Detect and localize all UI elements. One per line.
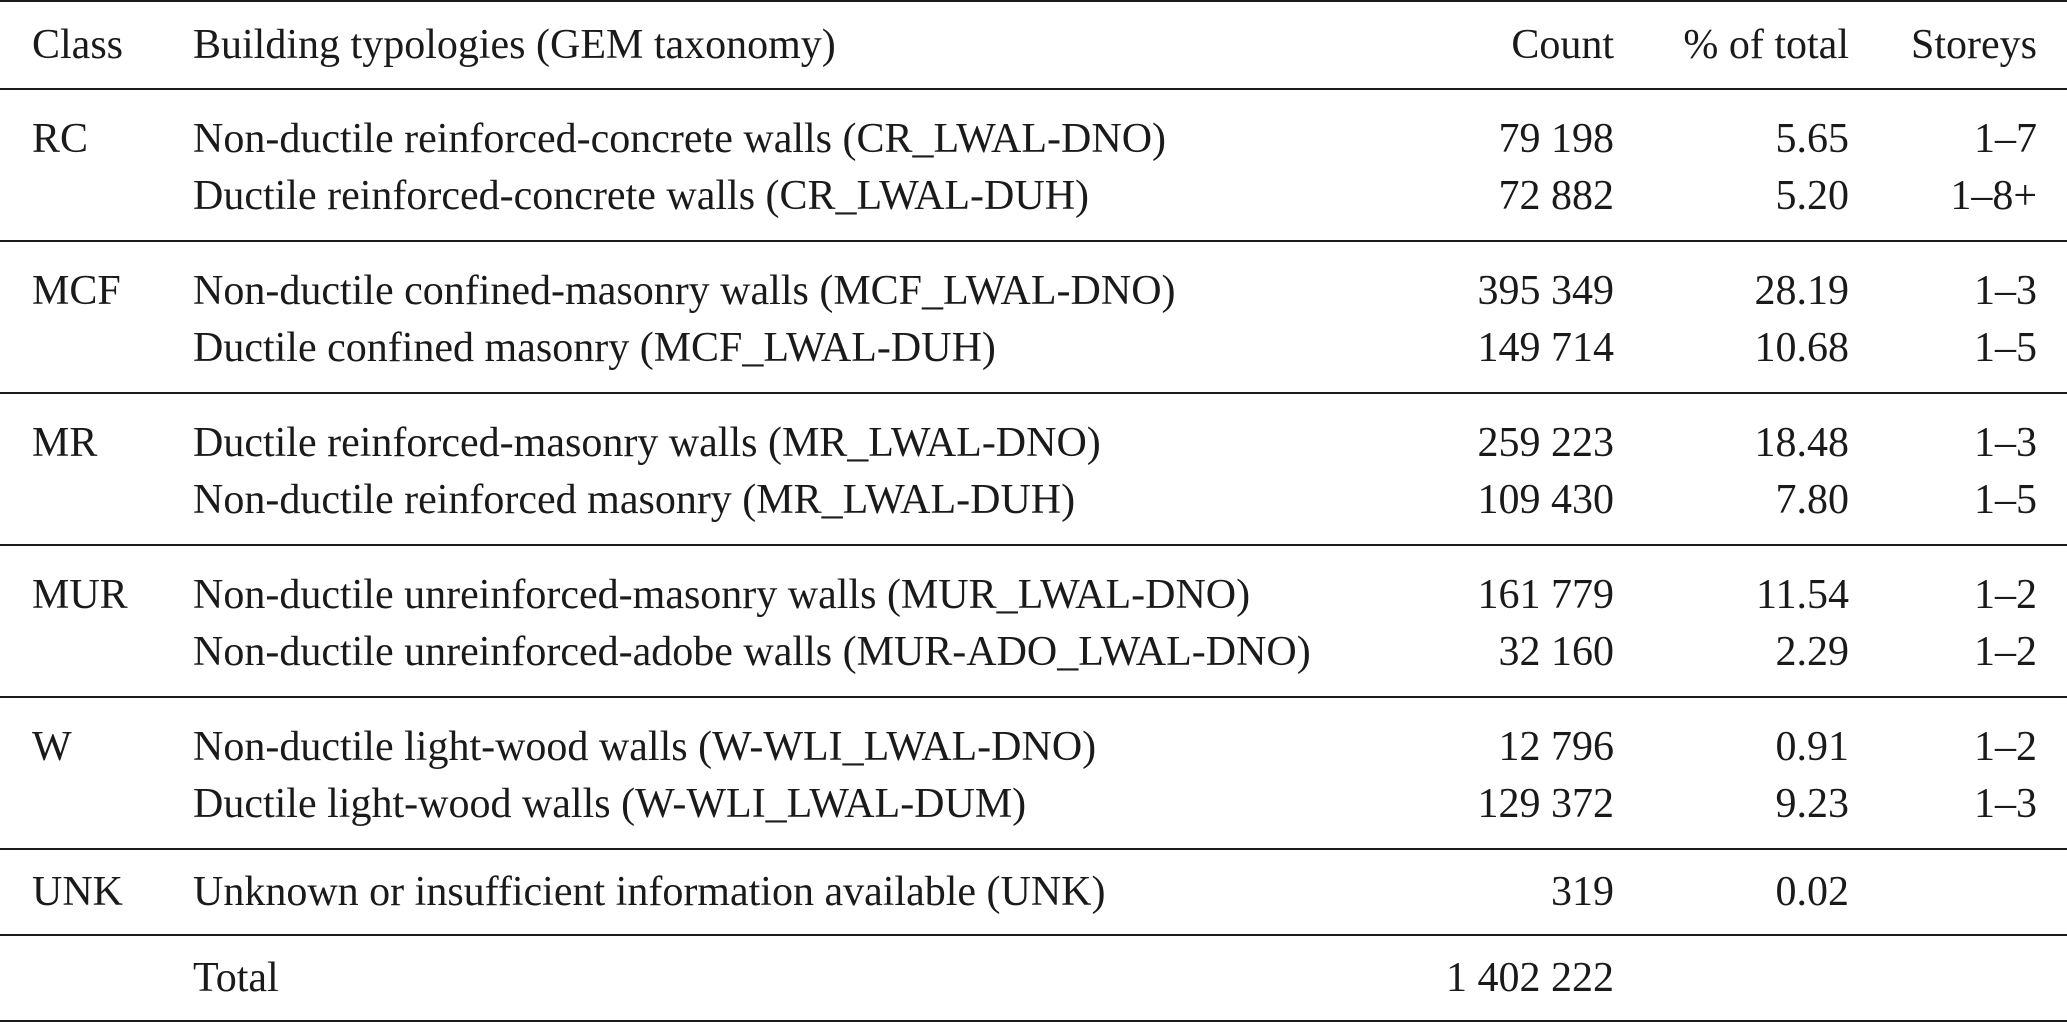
percent-cell: 18.48 (1754, 420, 1850, 466)
class-cell-empty (0, 320, 193, 394)
typology-cell: Non-ductile unreinforced-adobe walls (MU… (193, 624, 1311, 698)
count-cell: 161 779 (1477, 572, 1615, 618)
count-cell: 12 796 (1498, 724, 1615, 770)
header-class: Class (0, 0, 193, 90)
class-cell: RC (32, 116, 89, 162)
storeys-cell: 1–3 (1974, 268, 2037, 314)
count-cell: 72 882 (1230, 168, 1614, 242)
storeys-cell: 1–2 (1849, 624, 2067, 698)
count-cell: 319 (1230, 849, 1614, 936)
header-percent: % of total (1614, 0, 1849, 90)
percent-cell: 28.19 (1754, 268, 1850, 314)
class-cell: MUR (32, 572, 128, 618)
header-count: Count (1230, 0, 1614, 90)
header-typology: Building typologies (GEM taxonomy) (193, 0, 1230, 90)
count-cell: 149 714 (1230, 320, 1614, 394)
count-cell: 109 430 (1230, 472, 1614, 546)
count-cell: 32 160 (1230, 624, 1614, 698)
table-row: UNK Unknown or insufficient information … (0, 849, 2067, 936)
total-row: Total 1 402 222 (0, 935, 2067, 1022)
header-storeys: Storeys (1849, 0, 2067, 90)
storeys-cell: 1–3 (1974, 420, 2037, 466)
table-row: MR Ductile reinforced-masonry walls (MR_… (0, 393, 2067, 472)
percent-cell: 11.54 (1756, 572, 1849, 618)
table-row: Non-ductile reinforced masonry (MR_LWAL-… (0, 472, 2067, 546)
storeys-cell: 1–3 (1849, 776, 2067, 850)
table-row: RC Non-ductile reinforced-concrete walls… (0, 89, 2067, 168)
table-row: W Non-ductile light-wood walls (W-WLI_LW… (0, 697, 2067, 776)
total-storeys-empty (1849, 935, 2067, 1022)
table-row: MUR Non-ductile unreinforced-masonry wal… (0, 545, 2067, 624)
class-cell: MCF (32, 268, 121, 314)
typology-cell: Non-ductile confined-masonry walls (MCF_… (193, 268, 1176, 314)
percent-cell: 10.68 (1614, 320, 1849, 394)
storeys-cell: 1–2 (1974, 724, 2037, 770)
class-cell-empty (0, 624, 193, 698)
class-cell: W (32, 724, 72, 770)
total-percent-empty (1614, 935, 1849, 1022)
percent-cell: 7.80 (1614, 472, 1849, 546)
typology-cell: Non-ductile unreinforced-masonry walls (… (193, 572, 1251, 618)
typology-cell: Ductile confined masonry (MCF_LWAL-DUH) (193, 320, 1230, 394)
total-count: 1 402 222 (1230, 935, 1614, 1022)
table-row: Ductile confined masonry (MCF_LWAL-DUH) … (0, 320, 2067, 394)
table-row: MCF Non-ductile confined-masonry walls (… (0, 241, 2067, 320)
total-label: Total (193, 935, 1230, 1022)
typology-cell: Non-ductile light-wood walls (W-WLI_LWAL… (193, 724, 1097, 770)
table-row: Non-ductile unreinforced-adobe walls (MU… (0, 624, 2067, 698)
class-cell-empty (0, 935, 193, 1022)
class-cell-empty (0, 168, 193, 242)
storeys-cell: 1–5 (1849, 472, 2067, 546)
table-row: Ductile reinforced-concrete walls (CR_LW… (0, 168, 2067, 242)
table-header-row: Class Building typologies (GEM taxonomy)… (0, 0, 2067, 90)
typology-cell: Ductile reinforced-concrete walls (CR_LW… (193, 168, 1230, 242)
percent-cell: 2.29 (1614, 624, 1849, 698)
count-cell: 259 223 (1477, 420, 1615, 466)
storeys-cell: 1–2 (1974, 572, 2037, 618)
storeys-cell (1849, 849, 2067, 936)
storeys-cell: 1–5 (1849, 320, 2067, 394)
percent-cell: 0.91 (1775, 724, 1850, 770)
typology-cell: Unknown or insufficient information avai… (193, 849, 1230, 936)
typology-cell: Ductile light-wood walls (W-WLI_LWAL-DUM… (193, 776, 1230, 850)
count-cell: 395 349 (1477, 268, 1615, 314)
storeys-cell: 1–7 (1974, 116, 2037, 162)
storeys-cell: 1–8+ (1849, 168, 2067, 242)
class-cell-empty (0, 472, 193, 546)
percent-cell: 9.23 (1614, 776, 1849, 850)
class-cell-empty (0, 776, 193, 850)
percent-cell: 0.02 (1614, 849, 1849, 936)
typology-cell: Non-ductile reinforced masonry (MR_LWAL-… (193, 472, 1230, 546)
table-row: Ductile light-wood walls (W-WLI_LWAL-DUM… (0, 776, 2067, 850)
class-cell: UNK (0, 849, 193, 936)
typology-cell: Non-ductile reinforced-concrete walls (C… (193, 116, 1167, 162)
typology-cell: Ductile reinforced-masonry walls (MR_LWA… (193, 420, 1101, 466)
class-cell: MR (32, 420, 98, 466)
percent-cell: 5.65 (1775, 116, 1850, 162)
count-cell: 129 372 (1230, 776, 1614, 850)
count-cell: 79 198 (1498, 116, 1615, 162)
percent-cell: 5.20 (1614, 168, 1849, 242)
